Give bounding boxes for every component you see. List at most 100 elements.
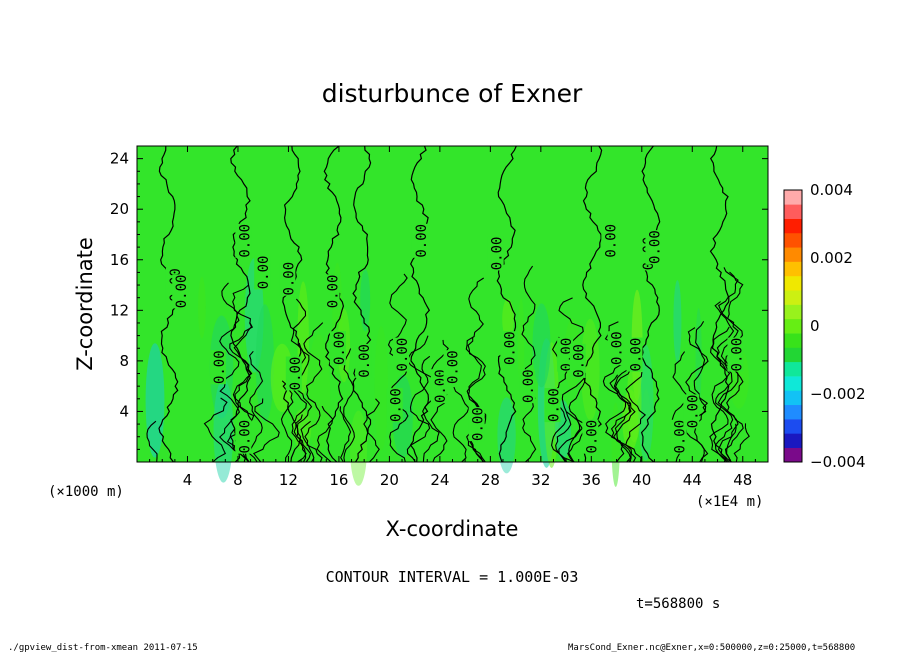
contour-label: 0.00 (569, 343, 588, 378)
contour-label-bg (557, 337, 574, 372)
colorbar-ticks: 0.004 0.002 0 −0.002 −0.004 (810, 181, 866, 471)
field-patch (307, 334, 331, 453)
contour-line (230, 145, 251, 463)
contour-line (343, 348, 355, 463)
contour-label-text: 0.00 (174, 275, 190, 309)
y-scale-note: (×1000 m) (48, 484, 124, 500)
x-tick-label: 48 (733, 471, 752, 489)
contour-label-bg (329, 331, 346, 366)
field-patch (626, 359, 642, 443)
contour-label-bg (355, 343, 372, 378)
contour-label-text: 0.00 (685, 395, 701, 429)
contour-label-bg (235, 223, 252, 258)
colorbar-cell (784, 261, 802, 277)
contour-label-bg (519, 369, 536, 404)
field-patch (374, 326, 389, 452)
contour-line (219, 282, 241, 463)
contour-label-bg (607, 331, 624, 366)
colorbar-frame (783, 189, 803, 463)
contour-line (496, 145, 517, 463)
x-tick-label: 28 (481, 471, 500, 489)
y-tick-label: 24 (110, 150, 129, 168)
contour-label-text: 0.00 (212, 350, 228, 384)
contour-label-bg (468, 407, 485, 442)
colorbar-cell (784, 404, 802, 420)
contour-label-text: 0.00 (446, 350, 462, 384)
colorbar-cell (784, 232, 802, 248)
contour-label: 0.00 (355, 343, 373, 378)
y-tick-label: 8 (119, 352, 129, 370)
contour-label-bg (443, 350, 460, 385)
colorbar-cell (784, 376, 802, 391)
field-patch (255, 304, 274, 422)
contour-line (568, 421, 581, 463)
contour-line (726, 423, 737, 463)
colorbar-tick-label: 0.002 (810, 249, 853, 267)
contour-line (409, 145, 431, 463)
contour-label: 0.00 (626, 337, 645, 372)
contour-line (339, 406, 352, 463)
contour-label-bg (430, 369, 447, 404)
contour-label-text: 0.00 (547, 388, 563, 422)
footer-left: ./gpview_dist-from-xmean 2011-07-15 (8, 643, 198, 653)
contour-label-bg (601, 223, 618, 258)
contour-label: 0.00 (468, 407, 487, 442)
contour-label-text: 0.00 (288, 357, 304, 391)
contour-label: 0.00 (607, 331, 626, 366)
colorbar-cell (784, 190, 802, 205)
y-tick-label: 4 (119, 402, 129, 420)
contour-label: 0.00 (235, 223, 253, 258)
contour-label: 0.00 (500, 331, 518, 366)
contour-line (280, 380, 294, 463)
x-tick-label: 20 (380, 471, 399, 489)
contour-line (709, 326, 731, 463)
contour-label-bg (279, 261, 296, 296)
contour-label-text: 0.00 (521, 369, 537, 403)
contour-label-text: 0.00 (395, 338, 411, 372)
contour-label-bg (626, 337, 643, 372)
contour-label-text: 0.00 (629, 338, 645, 372)
contour-label-bg (727, 337, 744, 372)
contour-label: 0.00 (329, 331, 348, 366)
contour-interval-note: CONTOUR INTERVAL = 1.000E-03 (326, 568, 579, 586)
contour-label: 0.00 (393, 337, 411, 372)
field-patch (198, 276, 206, 339)
x-tick-label: 24 (430, 471, 449, 489)
colorbar-tick-label: 0 (810, 317, 820, 335)
field-patch (517, 298, 525, 389)
contour-label-text: 0.00 (414, 224, 430, 258)
field-patch (673, 280, 682, 363)
contour-label-text: 0.00 (281, 262, 297, 296)
colorbar-tick-label: 0.004 (810, 181, 853, 199)
contour-line (282, 145, 303, 463)
contour-label: 0.00 (487, 236, 506, 271)
contour-label-text: 0.00 (572, 344, 588, 378)
contour-label-text: 0.00 (326, 275, 342, 309)
contour-line (609, 374, 632, 463)
contour-line (613, 368, 632, 463)
plot-area: 0.00 0.00 0.00 0.00 0.00 0.00 0.00 0.00 0.00 0.00… (136, 145, 769, 487)
field-patch (360, 269, 371, 332)
colorbar-cell (784, 304, 802, 320)
contour-line (316, 405, 334, 463)
contour-line (252, 398, 280, 463)
contour-label: 0.00 (279, 261, 297, 296)
x-tick-label: 16 (329, 471, 348, 489)
contour-label: 0.00 (443, 350, 462, 385)
colorbar-cell (784, 347, 802, 363)
contour-label-text: 0.00 (256, 256, 272, 290)
colorbar: 0.004 0.002 0 −0.002 −0.004 (783, 181, 866, 471)
contour-label-text: 0.00 (647, 230, 663, 264)
contour-label-text: 0.00 (729, 338, 745, 372)
colorbar-cells (784, 190, 802, 463)
contour-label-bg (683, 394, 700, 429)
x-tick-label: 4 (183, 471, 193, 489)
contour-label-text: 0.00 (603, 224, 619, 258)
contour-label-text: 0.00 (584, 420, 600, 454)
colorbar-cell (784, 419, 802, 434)
x-axis: 4 8 12 16 20 24 28 32 36 40 44 48 (149, 146, 756, 489)
colorbar-cell (784, 333, 802, 348)
contour-label-bg (670, 419, 687, 454)
contour-line (300, 420, 315, 463)
